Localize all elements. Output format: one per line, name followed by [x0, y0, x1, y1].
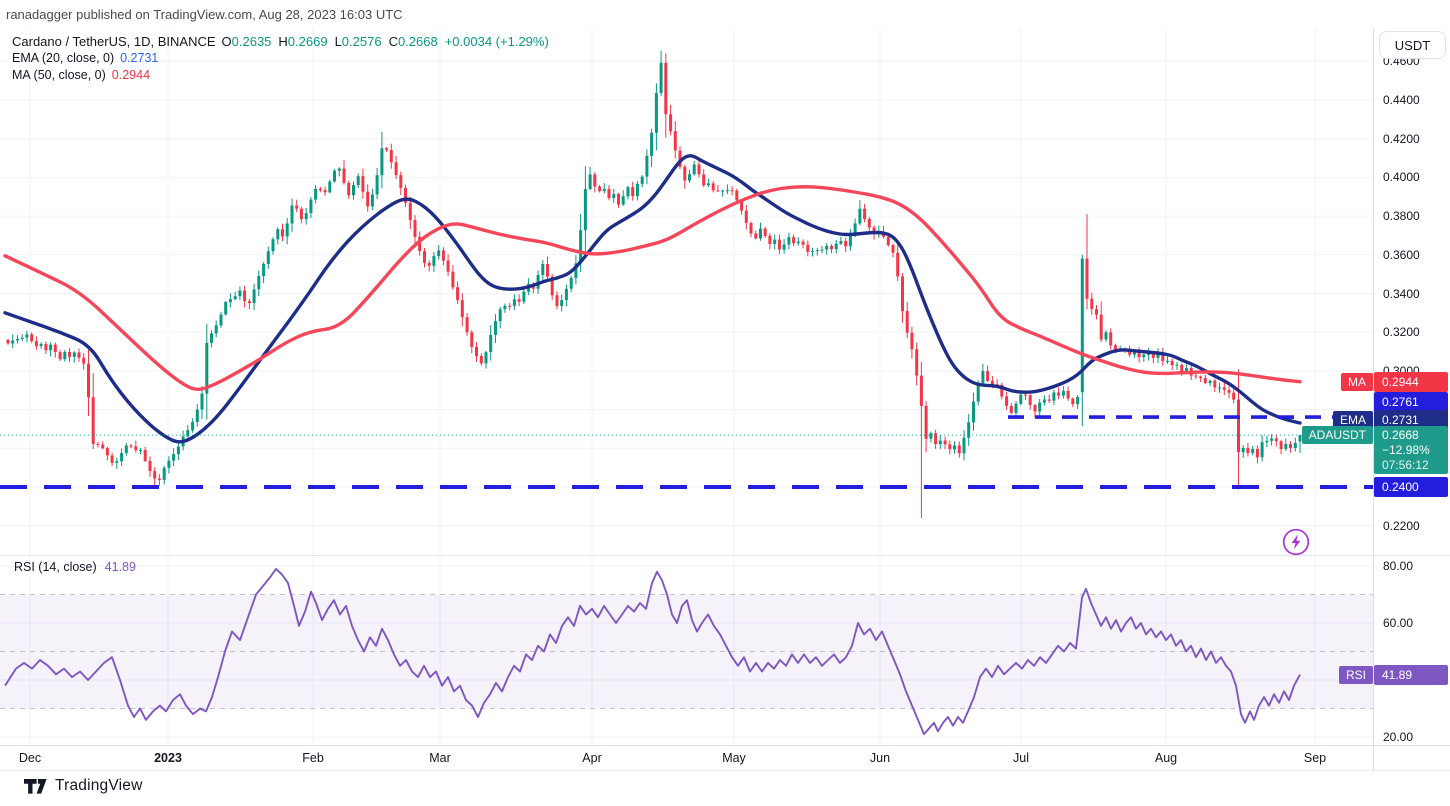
- price-chart-canvas[interactable]: [0, 28, 1373, 745]
- price-axis-label: 60.00: [1383, 616, 1414, 630]
- rsi-axis-value: 41.89: [1374, 665, 1448, 685]
- ema-axis-tag: EMA: [1332, 411, 1373, 429]
- price-axis-label: 80.00: [1383, 559, 1414, 573]
- change-value: +0.0034 (+1.29%): [444, 34, 549, 49]
- publish-note: ranadagger published on TradingView.com,…: [6, 7, 403, 22]
- symbol-axis-value: 0.2668 −12.98% 07:56:12: [1374, 426, 1448, 474]
- rsi-legend-row[interactable]: RSI (14, close) 41.89: [14, 560, 136, 574]
- tradingview-wordmark: TradingView: [55, 777, 143, 794]
- time-axis-label: May: [722, 751, 746, 765]
- symbol-legend-row[interactable]: Cardano / TetherUS, 1D, BINANCE O0.2635 H0…: [12, 33, 549, 50]
- ohlc-values: O0.2635 H0.2669 L0.2576 C0.2668: [222, 34, 445, 49]
- publish-header: ranadagger published on TradingView.com,…: [0, 0, 1450, 28]
- ma-axis-tag: MA: [1341, 373, 1373, 391]
- currency-toggle-button[interactable]: USDT: [1379, 31, 1446, 59]
- time-axis-label: 2023: [154, 751, 182, 765]
- rsi-legend-label: RSI (14, close): [14, 560, 97, 574]
- tradingview-attribution[interactable]: TradingView: [24, 777, 143, 795]
- rsi-legend-value: 41.89: [104, 560, 136, 574]
- support-level-value: 0.2400: [1374, 477, 1448, 497]
- time-axis-label: Feb: [302, 751, 324, 765]
- pane-divider[interactable]: [0, 555, 1450, 556]
- ohlc-part: O0.2635: [221, 34, 272, 49]
- price-axis-label: 0.2200: [1383, 519, 1420, 533]
- ma-legend-label: MA (50, close, 0): [12, 68, 106, 82]
- ohlc-part: L0.2576: [334, 34, 382, 49]
- ema-legend-label: EMA (20, close, 0): [12, 51, 115, 65]
- price-axis-label: 0.4200: [1383, 132, 1420, 146]
- tradingview-logo-icon: [24, 778, 47, 794]
- ma-legend-value: 0.2944: [111, 68, 151, 82]
- chart-frame-bottom: [0, 770, 1450, 771]
- ohlc-part: H0.2669: [278, 34, 328, 49]
- boost-button[interactable]: [1281, 527, 1311, 557]
- ohlc-part: C0.2668: [388, 34, 438, 49]
- price-axis-label: 20.00: [1383, 730, 1414, 744]
- price-axis-label: 0.4400: [1383, 93, 1420, 107]
- time-axis-label: Jul: [1013, 751, 1029, 765]
- time-axis-label: Aug: [1154, 751, 1178, 765]
- resistance-level-value: 0.2761: [1374, 392, 1448, 412]
- price-axis-label: 0.3200: [1383, 325, 1420, 339]
- chart-legend: Cardano / TetherUS, 1D, BINANCE O0.2635 H0…: [12, 33, 549, 84]
- price-axis-border: [1373, 28, 1374, 770]
- ema-legend-row[interactable]: EMA (20, close, 0) 0.2731: [12, 50, 549, 67]
- price-change-pct: −12.98%: [1382, 442, 1430, 457]
- ema-axis-value: 0.2731: [1374, 410, 1448, 430]
- lightning-icon: [1282, 528, 1310, 556]
- price-axis-label: 0.3400: [1383, 287, 1420, 301]
- price-axis-label: 0.3600: [1383, 248, 1420, 262]
- time-axis-label: Dec: [18, 751, 42, 765]
- last-price: 0.2668: [1382, 427, 1419, 442]
- time-axis-label: Sep: [1303, 751, 1327, 765]
- time-axis-label: Jun: [869, 751, 891, 765]
- time-axis-label: Mar: [429, 751, 451, 765]
- time-axis-border: [0, 745, 1450, 746]
- ma-axis-value: 0.2944: [1374, 372, 1448, 392]
- symbol-title: Cardano / TetherUS, 1D, BINANCE: [12, 34, 216, 49]
- bar-countdown: 07:56:12: [1382, 457, 1429, 472]
- price-axis-label: 0.3800: [1383, 209, 1420, 223]
- ema-legend-value: 0.2731: [120, 51, 159, 65]
- time-axis[interactable]: Dec 2023 Feb Mar Apr May Jun Jul Aug Sep: [0, 746, 1373, 770]
- rsi-axis-tag: RSI: [1338, 666, 1373, 684]
- ma-legend-row[interactable]: MA (50, close, 0) 0.2944: [12, 67, 549, 84]
- time-axis-label: Apr: [582, 751, 602, 765]
- price-axis-label: 0.4000: [1383, 170, 1420, 184]
- symbol-axis-tag: ADAUSDT: [1301, 426, 1373, 444]
